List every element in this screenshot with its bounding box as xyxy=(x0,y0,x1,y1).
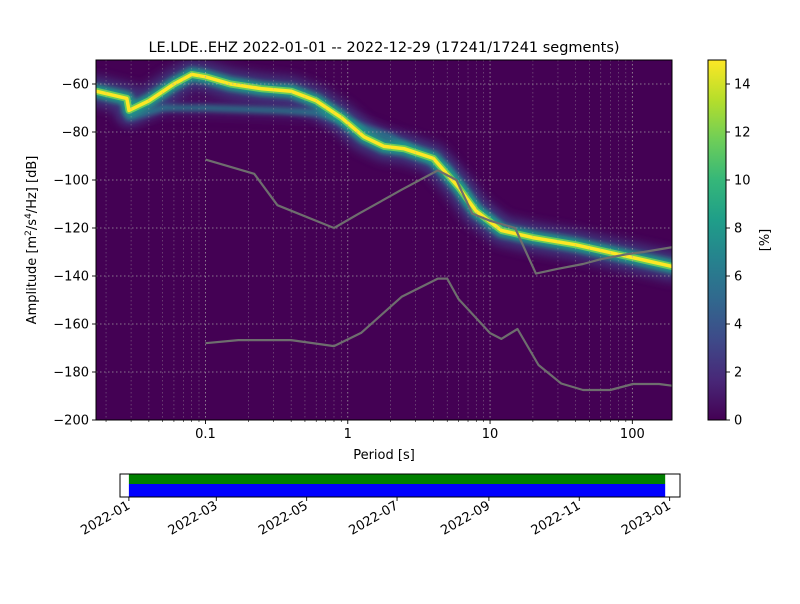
colorbar-tick-label: 12 xyxy=(734,126,751,141)
timeline-tick-label: 2022-03 xyxy=(166,498,221,538)
colorbar-frame xyxy=(707,59,727,421)
x-axis-ticks: 0.1 1 10 100 xyxy=(105,420,645,442)
colorbar-tick-label: 4 xyxy=(734,318,742,333)
colorbar-tick-label: 8 xyxy=(734,222,742,237)
y-tick-label: −100 xyxy=(53,174,89,189)
high-noise-model-line xyxy=(205,158,672,275)
y-axis-label-superscript: 2 xyxy=(24,230,34,236)
y-tick-label: −80 xyxy=(62,126,89,141)
timeline-panel: 2022-01 2022-03 2022-05 2022-07 2022-09 2022-… xyxy=(78,473,681,539)
y-tick-label: −200 xyxy=(53,414,89,429)
timeline-tick-label: 2023-01 xyxy=(619,498,674,538)
chart-title: LE.LDE..EHZ 2022-01-01 -- 2022-12-29 (17… xyxy=(148,40,619,56)
x-tick-label: 10 xyxy=(482,427,499,442)
timeline-tick-label: 2022-11 xyxy=(529,498,584,538)
coverage-layer xyxy=(128,474,666,497)
colorbar-tick-label: 6 xyxy=(734,270,742,285)
y-axis-label-part: /s xyxy=(25,219,40,230)
coverage-bar-lower xyxy=(128,484,666,497)
timeline-tick-label: 2022-01 xyxy=(78,498,133,538)
timeline-tick-label: 2022-09 xyxy=(438,498,493,538)
grid-layer xyxy=(96,60,672,420)
y-axis-label-part: /Hz] [dB] xyxy=(25,156,40,214)
timeline-tick-label: 2022-05 xyxy=(256,498,311,538)
y-tick-label: −160 xyxy=(53,318,89,333)
y-axis-label-part: Amplitude [m xyxy=(25,236,40,325)
timeline-tick-label: 2022-07 xyxy=(346,498,401,538)
x-tick-label: 0.1 xyxy=(195,427,216,442)
colorbar-tick-label: 2 xyxy=(734,366,742,381)
y-tick-label: −60 xyxy=(62,78,89,93)
y-tick-label: −140 xyxy=(53,270,89,285)
y-axis-label-superscript: 4 xyxy=(24,213,34,219)
colorbar-ticks: 0 2 4 6 8 10 12 14 xyxy=(726,78,751,429)
y-tick-label: −180 xyxy=(53,366,89,381)
colorbar-tick-label: 0 xyxy=(734,414,742,429)
x-tick-label: 1 xyxy=(344,427,352,442)
coverage-bar-upper xyxy=(128,474,666,484)
y-axis-label: Amplitude [m2/s4/Hz] [dB] xyxy=(24,156,40,325)
y-axis-ticks: −60 −80 −100 −120 −140 −160 −180 −200 xyxy=(53,78,96,429)
timeline-frame xyxy=(119,473,681,498)
density-band-core xyxy=(96,72,672,269)
colorbar-tick-label: 14 xyxy=(734,78,751,93)
x-axis-label: Period [s] xyxy=(353,448,415,463)
noise-model-layer xyxy=(205,158,672,392)
colorbar-gradient xyxy=(708,60,726,420)
timeline-ticks: 2022-01 2022-03 2022-05 2022-07 2022-09 2022-… xyxy=(78,497,674,539)
y-tick-label: −120 xyxy=(53,222,89,237)
low-noise-model-line xyxy=(205,277,672,392)
x-tick-label: 100 xyxy=(620,427,645,442)
colorbar: 0 2 4 6 8 10 12 14 [%] xyxy=(707,59,773,429)
colorbar-tick-label: 10 xyxy=(734,174,751,189)
colorbar-label: [%] xyxy=(758,229,773,252)
plot-frame xyxy=(95,59,673,421)
psd-plot: 0.1 1 10 100 −60 −80 −100 −120 −140 −160 −180 −200… xyxy=(24,59,673,463)
